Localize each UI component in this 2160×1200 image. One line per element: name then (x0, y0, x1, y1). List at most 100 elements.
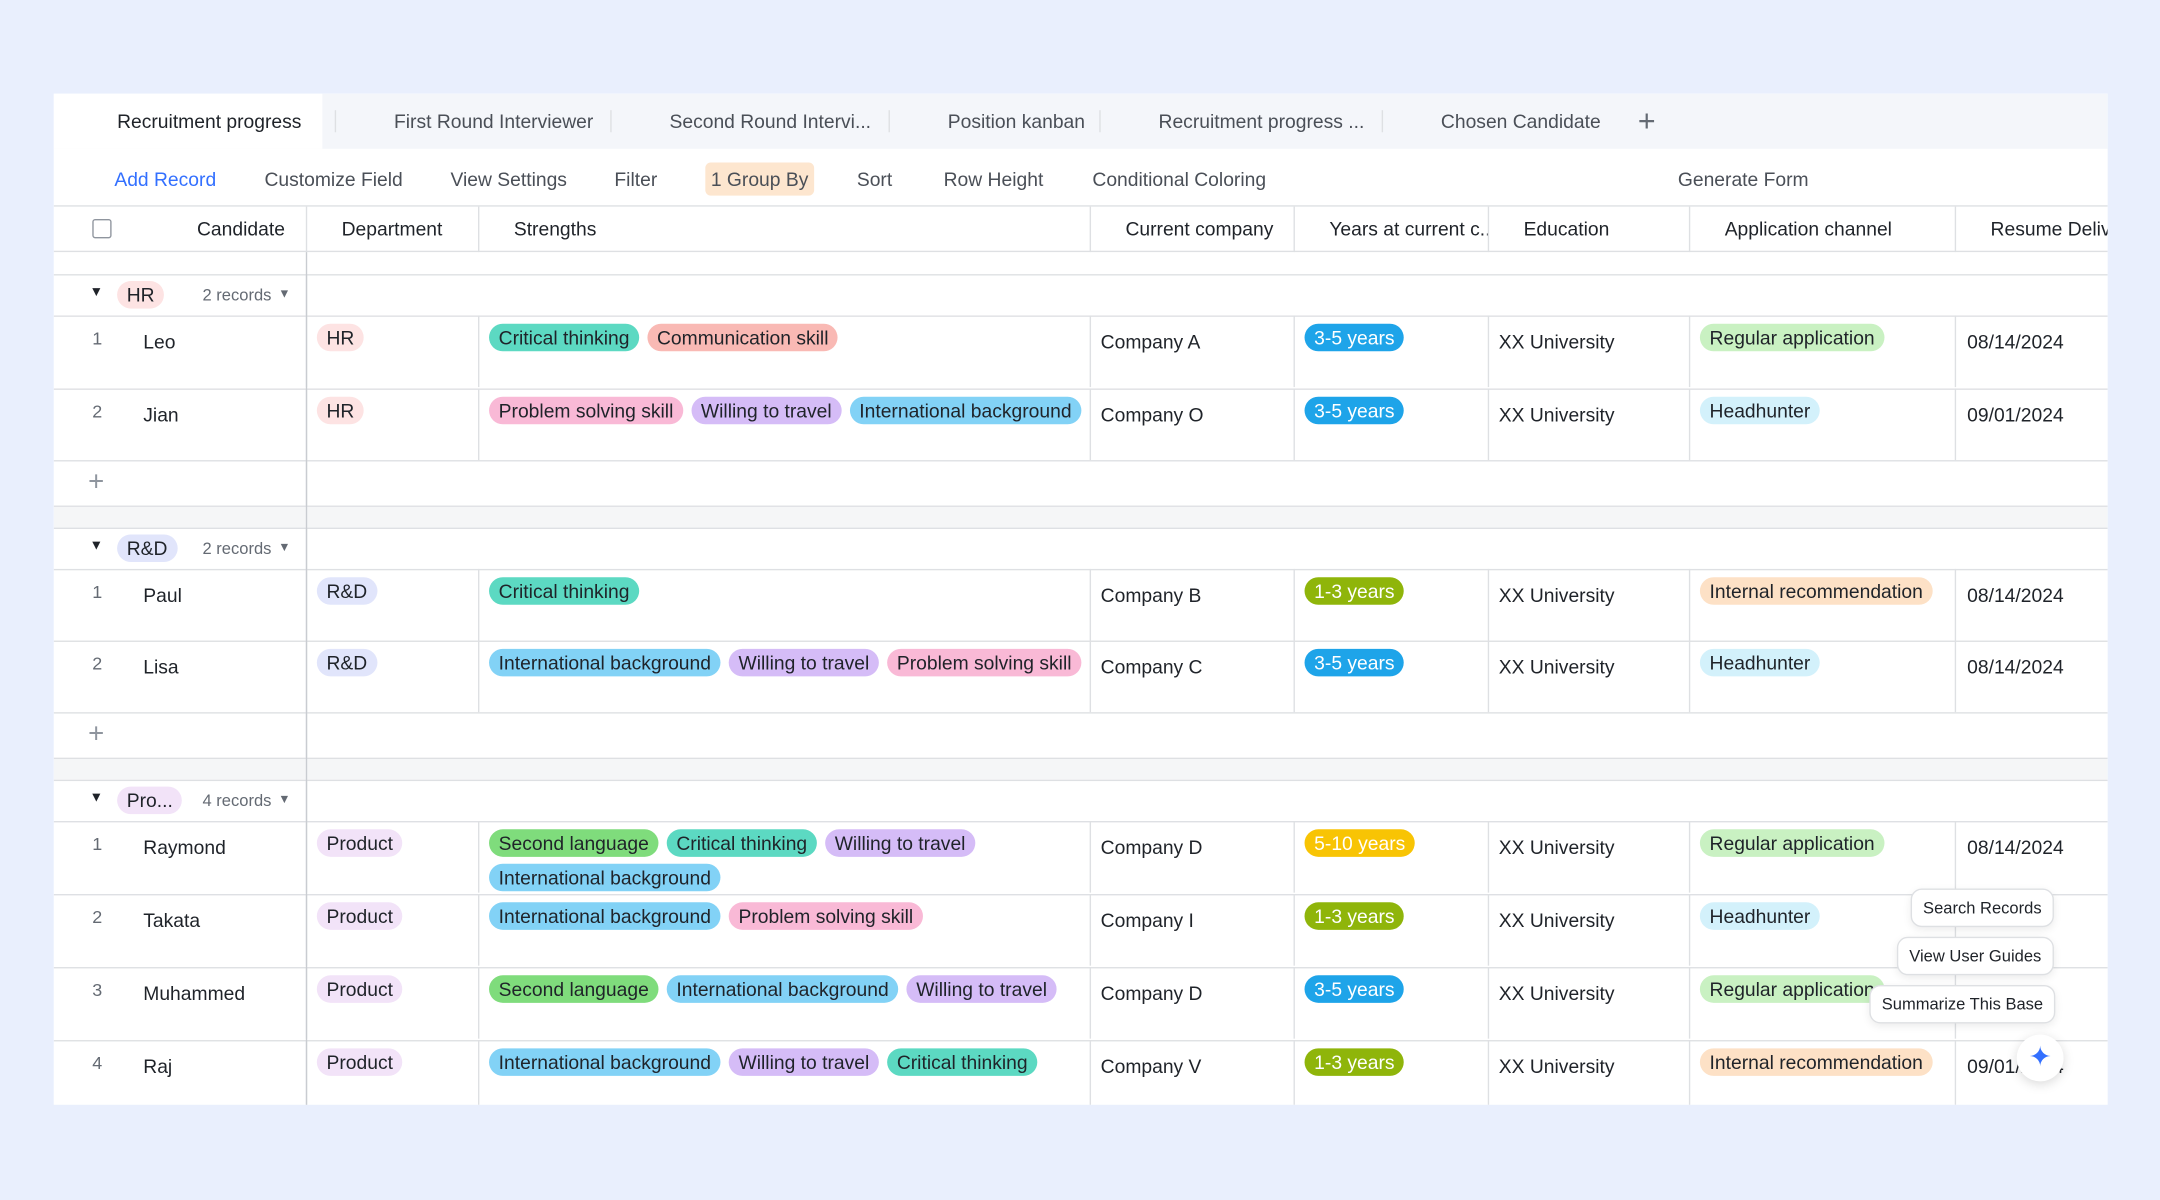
strength-tag: International background (489, 1047, 721, 1076)
tab[interactable]: First Round Interviewer (393, 110, 594, 133)
row-index: 1 (92, 327, 103, 349)
column-divider (1089, 206, 1092, 253)
group-label: Pro... (117, 787, 183, 815)
tab[interactable]: Second Round Intervi... (669, 110, 872, 133)
column-header[interactable]: Strengths (513, 217, 597, 240)
toolbar-button[interactable]: 1 Group By (705, 162, 814, 196)
row-border (53, 315, 2108, 317)
column-divider (1688, 206, 1691, 253)
toolbar-button[interactable]: Conditional Coloring (1092, 168, 1267, 191)
education: XX University (1498, 403, 1615, 426)
column-divider (1487, 894, 1490, 966)
column-divider (1954, 568, 1957, 641)
strengths-cell: Critical thinking (489, 576, 1081, 605)
group-spacer (53, 506, 2108, 528)
group-toggle[interactable]: ▼ (89, 538, 104, 554)
strength-tag: Willing to travel (691, 396, 842, 424)
column-divider (1954, 641, 1957, 713)
strength-tag: Problem solving skill (728, 902, 923, 930)
toolbar-button[interactable]: View Settings (450, 168, 567, 191)
strength-tag: Willing to travel (728, 1047, 879, 1076)
tab[interactable]: Recruitment progress ... (1158, 110, 1365, 133)
strength-tag: Problem solving skill (489, 396, 684, 424)
column-divider (478, 388, 480, 460)
candidate-name[interactable]: Muhammed (143, 981, 246, 1004)
toolbar-button[interactable]: Customize Field (264, 168, 403, 191)
strengths-cell: International background Willing to trave… (489, 649, 1082, 677)
column-divider (478, 821, 480, 894)
strength-tag: Critical thinking (489, 323, 640, 352)
column-divider (1487, 315, 1490, 388)
row-border (53, 894, 2108, 896)
strength-tag: Critical thinking (666, 829, 817, 858)
channel-tag: Regular application (1699, 975, 1885, 1003)
years-tag: 1-3 years (1304, 1047, 1405, 1076)
strength-tag: Second language (489, 975, 659, 1003)
tab-divider (334, 110, 337, 133)
add-row-button[interactable]: + (88, 466, 105, 497)
column-header[interactable]: Application channel (1724, 217, 1892, 240)
tab[interactable]: Position kanban (947, 110, 1086, 133)
column-divider (1954, 206, 1957, 253)
years-tag: 1-3 years (1304, 576, 1405, 605)
column-header[interactable]: Department (341, 217, 443, 240)
company: Company V (1100, 1054, 1202, 1077)
row-border (53, 641, 2108, 643)
candidate-name[interactable]: Takata (143, 909, 201, 932)
strengths-cell: International background Problem solving … (489, 902, 1081, 930)
column-divider (1293, 1039, 1295, 1105)
floating-button[interactable]: View User Guides (1896, 936, 2054, 976)
tab-divider (888, 110, 890, 133)
candidate-name[interactable]: Raymond (143, 836, 226, 859)
toolbar-button[interactable]: Filter (614, 168, 658, 191)
group-toggle[interactable]: ▼ (89, 285, 104, 301)
column-header[interactable]: Candidate (196, 217, 285, 240)
column-divider (305, 206, 308, 253)
toolbar-button[interactable]: Add Record (114, 168, 217, 191)
column-divider (1688, 966, 1691, 1039)
column-header[interactable]: Resume Delivery (1990, 217, 2108, 240)
candidate-name[interactable]: Lisa (143, 656, 179, 679)
column-header[interactable]: Current company (1125, 217, 1274, 240)
candidate-name[interactable]: Paul (143, 583, 182, 606)
group-toggle[interactable]: ▼ (89, 791, 104, 807)
floating-button[interactable]: Search Records (1910, 888, 2054, 928)
column-header[interactable]: Years at current c... (1329, 217, 1488, 240)
column-header[interactable]: Education (1523, 217, 1610, 240)
header-checkbox[interactable] (92, 219, 112, 239)
education: XX University (1498, 836, 1615, 859)
toolbar-button[interactable]: Sort (856, 168, 893, 191)
candidate-name[interactable]: Leo (143, 330, 176, 353)
group-count: 4 records (202, 791, 272, 811)
row-border (53, 712, 2108, 715)
tab[interactable]: Chosen Candidate (1440, 110, 1601, 133)
row-index: 1 (92, 833, 103, 855)
header-border (53, 250, 2108, 253)
candidate-name[interactable]: Raj (143, 1054, 173, 1077)
years-tag: 3-5 years (1304, 396, 1405, 424)
toolbar-button[interactable]: Row Height (943, 168, 1044, 191)
toolbar-button[interactable]: Generate Form (1677, 168, 1809, 191)
tab-divider (610, 110, 612, 133)
group-count-toggle[interactable]: ▼ (278, 539, 291, 554)
strengths-cell: Second language Critical thinking Willing … (489, 829, 1081, 892)
column-divider (1293, 641, 1295, 713)
group-count-toggle[interactable]: ▼ (278, 286, 291, 301)
candidate-name[interactable]: Jian (143, 403, 179, 426)
group-spacer-line (53, 274, 2108, 276)
group-count-toggle[interactable]: ▼ (278, 792, 291, 807)
company: Company D (1100, 836, 1203, 859)
column-divider (1954, 821, 1957, 894)
tab-bar (53, 93, 2108, 149)
education: XX University (1498, 583, 1615, 606)
add-row-button[interactable]: + (88, 719, 105, 750)
add-tab-icon[interactable]: + (1637, 103, 1656, 138)
ai-assistant-button[interactable]: ✦ (2016, 1034, 2064, 1082)
floating-button[interactable]: Summarize This Base (1869, 984, 2056, 1024)
strength-tag: Problem solving skill (887, 649, 1082, 677)
column-divider (478, 894, 480, 966)
column-divider (1089, 894, 1092, 966)
tab[interactable]: Recruitment progress (53, 93, 323, 149)
column-divider (1688, 641, 1691, 713)
